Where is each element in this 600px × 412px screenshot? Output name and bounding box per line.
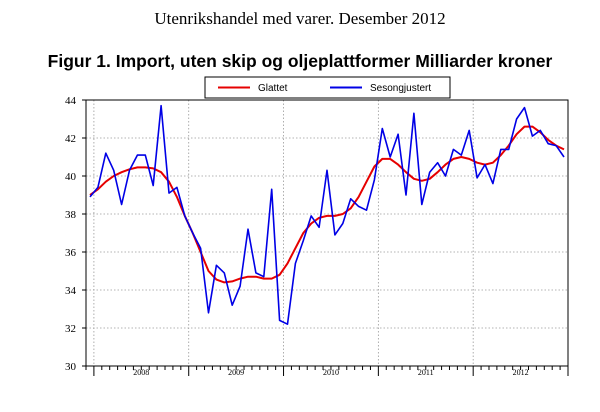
chart-title: Figur 1. Import, uten skip og oljeplattf…: [47, 51, 553, 71]
plot-frame: [85, 99, 569, 367]
series-line-glattet: [89, 125, 565, 284]
x-year-label: 2012: [513, 368, 529, 377]
x-year-label: 2010: [323, 368, 339, 377]
y-tick-label: 32: [65, 323, 76, 335]
series-lines: [89, 104, 565, 326]
series-line-sesongjustert: [89, 104, 565, 326]
y-tick-label: 38: [65, 209, 77, 221]
x-year-label: 2011: [418, 368, 434, 377]
legend-label-glattet: Glattet: [258, 83, 288, 94]
y-tick-label: 40: [65, 171, 77, 183]
y-tick-label: 44: [65, 95, 77, 107]
y-axis: 30 32 34 36 38 40 42 44: [65, 95, 86, 373]
y-tick-label: 36: [65, 247, 77, 259]
y-tick-label: 34: [65, 285, 77, 297]
legend: Glattet Sesongjustert: [204, 76, 451, 99]
y-tick-label: 42: [65, 133, 76, 145]
y-tick-label: 30: [65, 361, 77, 373]
page-title: Utenrikshandel med varer. Desember 2012: [154, 9, 446, 28]
x-year-label: 2008: [133, 368, 149, 377]
legend-box: [204, 76, 451, 99]
legend-label-sesongjustert: Sesongjustert: [370, 83, 431, 94]
x-axis: 2008 2009 2010 2011 2012: [85, 366, 569, 377]
x-year-label: 2009: [228, 368, 244, 377]
